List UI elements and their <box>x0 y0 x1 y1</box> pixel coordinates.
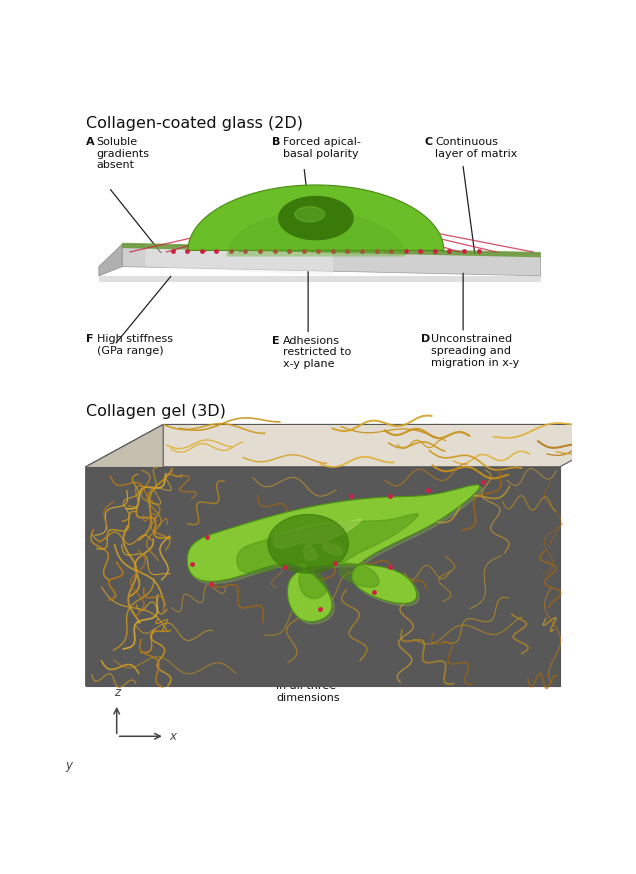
Text: B: B <box>272 137 280 147</box>
Polygon shape <box>295 206 324 222</box>
Polygon shape <box>190 487 482 624</box>
Text: E: E <box>272 336 279 346</box>
Text: Collagen-coated glass (2D): Collagen-coated glass (2D) <box>86 115 303 130</box>
Text: Low stiffness
(kPa range): Low stiffness (kPa range) <box>97 652 169 673</box>
Text: z: z <box>114 686 120 699</box>
Polygon shape <box>146 244 333 276</box>
Text: x: x <box>169 730 176 743</box>
Text: Soluble
gradients
absent: Soluble gradients absent <box>97 137 149 170</box>
Text: No prescribed
polarity: No prescribed polarity <box>277 471 354 493</box>
Polygon shape <box>268 515 349 573</box>
Polygon shape <box>279 197 353 239</box>
Text: High stiffness
(GPa range): High stiffness (GPa range) <box>97 335 172 356</box>
Polygon shape <box>273 519 361 560</box>
Polygon shape <box>99 276 541 282</box>
Polygon shape <box>122 243 541 257</box>
Polygon shape <box>122 244 541 276</box>
Text: A: A <box>86 137 94 147</box>
Text: F: F <box>86 652 93 662</box>
Polygon shape <box>86 425 163 686</box>
Polygon shape <box>99 244 122 276</box>
Text: B: B <box>265 471 274 482</box>
Text: Unconstrained
spreading and
migration in x-y: Unconstrained spreading and migration in… <box>431 335 520 368</box>
Text: D: D <box>420 335 430 344</box>
Text: Continuous
layer of matrix: Continuous layer of matrix <box>435 137 518 159</box>
Polygon shape <box>188 185 444 251</box>
Text: y: y <box>66 760 73 773</box>
Polygon shape <box>187 485 480 621</box>
Text: E: E <box>265 658 273 668</box>
Text: Collagen gel (3D): Collagen gel (3D) <box>86 404 226 419</box>
Text: Soluble
gradients
Present: Soluble gradients Present <box>104 476 157 510</box>
Text: D: D <box>432 644 441 654</box>
Text: F: F <box>86 335 93 344</box>
Polygon shape <box>86 425 636 467</box>
Text: A: A <box>93 476 102 486</box>
Polygon shape <box>226 211 405 257</box>
Polygon shape <box>86 467 560 686</box>
Text: Discrete
matrix fibrils: Discrete matrix fibrils <box>447 471 518 493</box>
Text: C: C <box>436 471 444 482</box>
Text: Spreading and
migration sterically
hindered: Spreading and migration sterically hinde… <box>443 644 551 677</box>
Text: Adhesions
distributed
in all three
dimensions: Adhesions distributed in all three dimen… <box>277 658 340 703</box>
Text: Forced apical-
basal polarity: Forced apical- basal polarity <box>282 137 361 159</box>
Polygon shape <box>237 514 418 599</box>
Text: Adhesions
restricted to
x-y plane: Adhesions restricted to x-y plane <box>282 336 351 369</box>
Text: C: C <box>424 137 432 147</box>
